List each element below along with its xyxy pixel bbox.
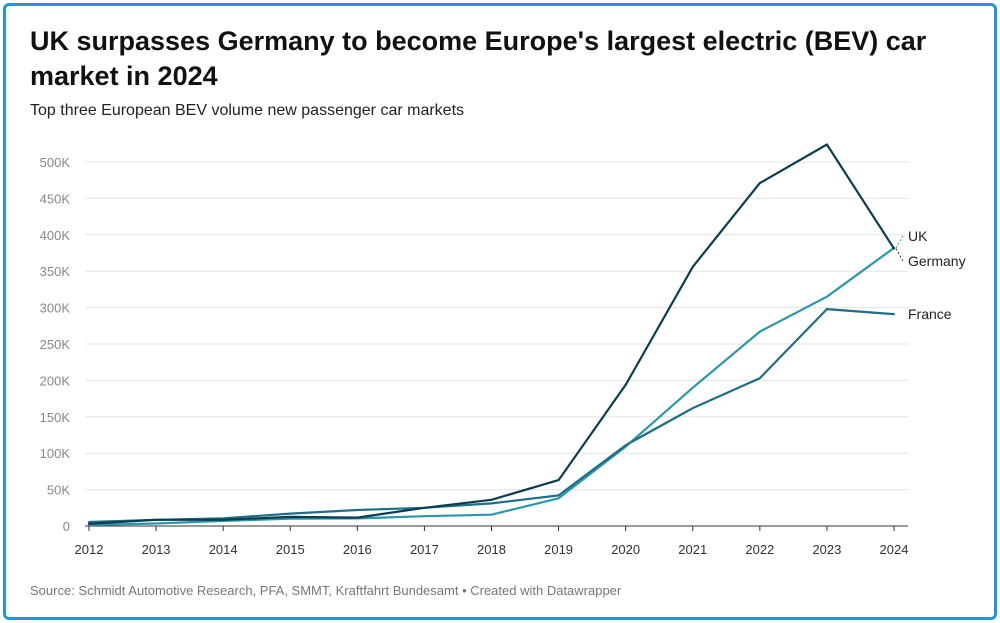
y-tick-label: 250K bbox=[40, 337, 71, 352]
y-tick-label: 300K bbox=[40, 301, 71, 316]
gridlines bbox=[85, 161, 908, 491]
y-tick-label: 400K bbox=[40, 228, 71, 243]
series-line-germany bbox=[87, 143, 896, 525]
y-tick-label: 150K bbox=[40, 410, 71, 425]
y-tick-label: 50K bbox=[47, 483, 70, 498]
x-tick-label: 2017 bbox=[410, 542, 439, 557]
x-tick-label: 2022 bbox=[745, 542, 774, 557]
series-labels: Germany UK France bbox=[895, 228, 966, 322]
x-axis: 2012 2013 2014 2015 2016 2017 2018 2019 2020 2021… bbox=[75, 525, 909, 557]
x-tick-label: 2015 bbox=[276, 542, 305, 557]
x-tick-label: 2016 bbox=[343, 542, 372, 557]
x-tick-label: 2023 bbox=[812, 542, 841, 557]
x-tick-label: 2019 bbox=[544, 542, 573, 557]
x-tick-label: 2012 bbox=[75, 542, 104, 557]
label-leader-uk bbox=[895, 235, 904, 249]
series-label-germany: Germany bbox=[908, 253, 966, 269]
chart-title: UK surpasses Germany to become Europe's … bbox=[30, 26, 927, 91]
x-tick-label: 2020 bbox=[611, 542, 640, 557]
x-tick-label: 2024 bbox=[880, 542, 909, 557]
y-tick-label: 0 bbox=[63, 519, 70, 534]
y-axis-ticks: 0 50K 100K 150K 200K 250K 300K 350K 400K 450K 500K bbox=[40, 155, 71, 534]
series-lines bbox=[87, 143, 896, 527]
y-tick-label: 500K bbox=[40, 155, 71, 170]
series-label-france: France bbox=[908, 306, 952, 322]
series-line-france bbox=[87, 308, 896, 524]
y-tick-label: 200K bbox=[40, 373, 71, 388]
x-tick-label: 2013 bbox=[142, 542, 171, 557]
series-line-uk bbox=[87, 246, 896, 527]
y-tick-label: 350K bbox=[40, 264, 71, 279]
x-tick-label: 2014 bbox=[209, 542, 238, 557]
chart-frame bbox=[3, 3, 997, 620]
x-tick-label: 2018 bbox=[477, 542, 506, 557]
chart-subtitle: Top three European BEV volume new passen… bbox=[30, 102, 465, 119]
source-note: Source: Schmidt Automotive Research, PFA… bbox=[30, 583, 622, 598]
label-leader-germany bbox=[895, 248, 904, 262]
y-tick-label: 100K bbox=[40, 446, 71, 461]
y-tick-label: 450K bbox=[40, 191, 71, 206]
x-tick-label: 2021 bbox=[678, 542, 707, 557]
series-label-uk: UK bbox=[908, 228, 928, 244]
